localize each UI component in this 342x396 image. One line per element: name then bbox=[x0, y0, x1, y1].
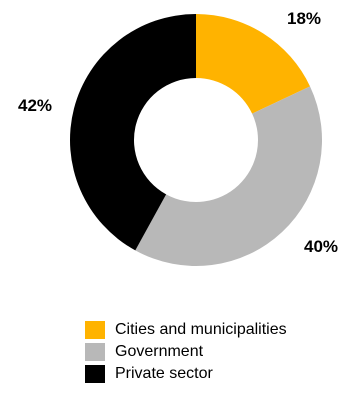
legend-swatch-cities bbox=[85, 321, 105, 339]
legend-item-private: Private sector bbox=[85, 363, 342, 385]
slice-cities bbox=[196, 14, 311, 114]
legend-label-private: Private sector bbox=[115, 365, 213, 382]
legend-swatch-private bbox=[85, 365, 105, 383]
data-label-government: 40% bbox=[304, 237, 338, 256]
donut-slices bbox=[69, 14, 322, 266]
legend-label-government: Government bbox=[115, 343, 204, 360]
legend-item-cities: Cities and municipalities bbox=[85, 319, 342, 341]
legend-swatch-government bbox=[85, 343, 105, 361]
slice-government bbox=[135, 86, 322, 266]
slice-labels: 18% 40% 42% bbox=[18, 9, 338, 256]
legend-label-cities: Cities and municipalities bbox=[115, 321, 287, 338]
data-label-private: 42% bbox=[18, 96, 52, 115]
data-label-cities: 18% bbox=[287, 9, 321, 28]
slice-private bbox=[69, 14, 196, 251]
legend-item-government: Government bbox=[85, 341, 342, 363]
chart-legend: Cities and municipalities Government Pri… bbox=[85, 319, 342, 385]
